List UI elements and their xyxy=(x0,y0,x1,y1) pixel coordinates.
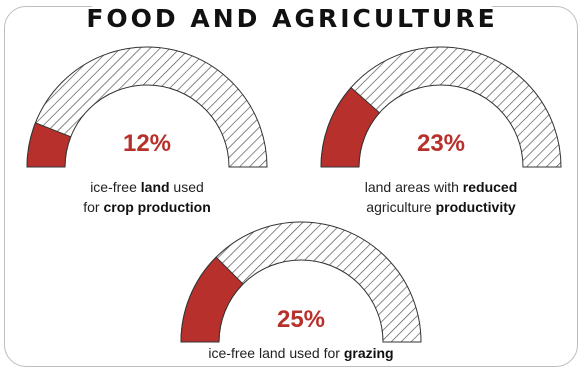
caption-bold-text: crop production xyxy=(103,199,211,215)
caption-line: ice-free land used xyxy=(67,177,227,197)
caption-bold-text: productivity xyxy=(435,199,516,215)
gauge-reduced-productivity xyxy=(320,46,562,168)
gauge-grazing-value: 25% xyxy=(276,306,326,333)
caption-bold-text: grazing xyxy=(343,345,394,361)
caption-line: land areas with reduced xyxy=(331,177,551,197)
caption-bold-text: land xyxy=(140,179,170,195)
gauge-reduced-productivity-fill xyxy=(320,86,381,168)
gauge-reduced-productivity-caption: land areas with reduced agriculture prod… xyxy=(331,177,551,217)
caption-text: land areas with xyxy=(364,179,463,195)
gauge-crop-production-value: 12% xyxy=(122,130,172,157)
gauge-reduced-productivity-track xyxy=(320,46,562,168)
gauge-grazing xyxy=(180,221,422,343)
gauge-grazing-fill xyxy=(180,256,244,343)
caption-text: ice-free land used for xyxy=(208,345,344,361)
caption-bold-text: reduced xyxy=(462,179,518,195)
caption-text: ice-free xyxy=(90,179,141,195)
caption-line: agriculture productivity xyxy=(331,197,551,217)
gauge-crop-production-caption: ice-free land used for crop production xyxy=(67,177,227,217)
caption-text: used xyxy=(169,179,204,195)
gauge-reduced-productivity-value: 23% xyxy=(416,130,466,157)
gauge-crop-production-track xyxy=(26,46,268,168)
title-background xyxy=(92,0,492,40)
gauge-crop-production-fill xyxy=(26,122,72,168)
caption-text: for xyxy=(83,199,104,215)
gauge-crop-production xyxy=(26,46,268,168)
caption-line: for crop production xyxy=(67,197,227,217)
page-title: FOOD AND AGRICULTURE xyxy=(86,4,498,33)
gauge-grazing-caption: ice-free land used for grazing xyxy=(166,343,436,363)
caption-text: agriculture xyxy=(366,199,436,215)
gauge-grazing-track xyxy=(180,221,422,343)
caption-line: ice-free land used for grazing xyxy=(166,343,436,363)
